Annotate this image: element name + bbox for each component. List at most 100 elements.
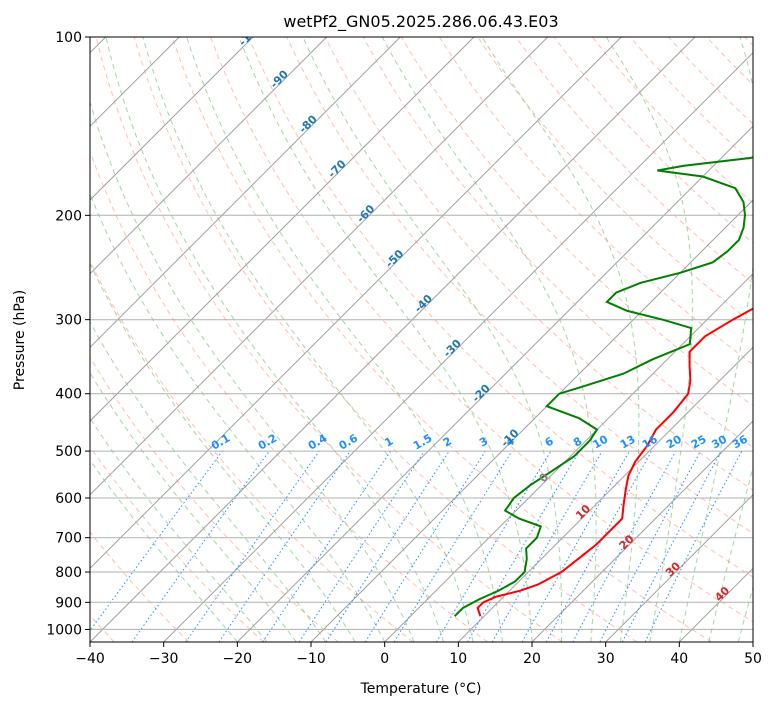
mixing-ratio-label: 0.4 [306,431,330,452]
mixing-ratio-label: 6 [543,434,556,449]
mixing-ratio-line [364,450,486,642]
isotherm-label: 20 [617,532,637,552]
dry-adiabat-line [171,37,712,642]
dry-adiabat-line [668,37,753,125]
isotherm-label: -60 [354,202,377,225]
mixing-ratio-line [545,450,653,642]
y-tick-label: 300 [55,313,82,329]
x-tick-label: 40 [670,651,688,667]
isotherm-line [90,37,696,642]
chart-title: wetPf2_GN05.2025.286.06.43.E03 [283,12,558,32]
mixing-ratio-line [131,450,270,642]
dry-adiabat-line [90,150,488,642]
isotherm-line [90,37,549,496]
isotherm-label: 30 [663,559,683,579]
x-tick-label: 0 [380,651,389,667]
x-axis-label: Temperature (°C) [360,681,482,697]
isotherm-label: -80 [297,112,320,135]
mixing-ratio-label: 0.1 [209,432,232,453]
y-tick-label: 400 [55,387,82,403]
isotherm-line [310,199,753,642]
isotherm-line [90,37,401,349]
y-axis-label: Pressure (hPa) [12,290,28,390]
mixing-ratio-line [185,450,320,642]
temperature-profile-line [476,307,753,617]
mixing-ratio-label: 13 [618,433,638,452]
mixing-ratio-label: 30 [709,432,729,451]
mixing-ratio-line [325,450,450,642]
dry-adiabat-line [744,37,753,47]
mixing-ratio-line [467,450,580,642]
isotherm-label: -100 [236,20,265,49]
isotherm-label: 40 [712,584,732,604]
y-tick-label: 100 [55,30,82,46]
isotherm-line [605,493,753,642]
y-tick-label: 900 [55,595,82,611]
isotherm-line [90,37,328,275]
dry-adiabat-line [248,37,753,578]
isotherm-label: -70 [325,157,348,180]
dry-adiabat-line [90,531,190,642]
moist-adiabat-line [90,100,415,642]
y-tick-label: 800 [55,565,82,581]
mixing-ratio-line [90,450,223,632]
dry-adiabat-line [400,37,753,407]
x-tick-label: 10 [449,651,467,667]
dry-adiabat-line [591,37,753,204]
mixing-ratio-label: 3 [477,435,490,450]
plot-frame [89,36,754,643]
moist-adiabat-line [90,262,356,642]
isotherm-line [163,51,753,642]
isotherm-line [90,37,475,422]
mixing-ratio-lines [90,450,743,642]
dry-adiabat-line [90,445,264,642]
x-tick-label: −30 [149,651,179,667]
isotherm-line [384,272,753,642]
mixing-ratio-line [521,450,630,642]
isotherm-label: -10 [498,426,521,449]
mixing-ratio-line [298,450,425,642]
y-tick-label: 700 [55,531,82,547]
dry-adiabat-line [95,37,563,642]
moist-adiabat-line [142,37,474,642]
moist-adiabat-line [737,585,753,642]
background-lines [90,37,753,642]
dry-adiabat-line [90,356,339,642]
isotherm-line [678,567,753,642]
moist-adiabat-line [90,192,386,642]
mixing-ratio-label: 20 [664,432,684,451]
mixing-ratio-label: 25 [689,433,709,452]
isotherm-label: -30 [441,337,464,360]
dry-adiabat-line [706,37,753,86]
moist-adiabat-line [605,37,693,642]
isotherm-line [236,125,753,642]
moist-adiabat-line [302,37,563,642]
isotherm-line [752,641,753,642]
mixing-ratio-label: 16 [640,432,660,451]
sounding-profiles [453,156,753,617]
x-tick-label: −40 [75,651,105,667]
x-axis-ticks: −40 −30 −20 −10 0 10 20 30 40 50 [75,642,762,667]
moist-adiabat-line [238,37,533,642]
isotherm-line [531,420,753,642]
y-tick-label: 500 [55,444,82,460]
mixing-ratio-label: 36 [730,432,750,451]
moist-adiabat-line [481,37,640,642]
isotherm-label: -40 [412,292,435,315]
x-tick-label: −10 [296,651,326,667]
moist-adiabat-line [105,37,445,642]
mixing-ratio-label: 1.5 [411,432,434,453]
y-tick-label: 200 [55,208,82,224]
moist-adiabat-line [90,371,297,642]
dry-adiabat-line [90,259,414,642]
x-tick-label: −20 [223,651,253,667]
moist-adiabat-line [678,37,753,642]
isotherm-line [90,37,254,201]
moist-adiabat-line [90,459,238,642]
dry-adiabat-line [133,37,638,642]
x-tick-label: 20 [523,651,541,667]
mixing-ratio-line [262,450,392,642]
x-tick-label: 30 [597,651,615,667]
isotherm-line [90,37,622,570]
